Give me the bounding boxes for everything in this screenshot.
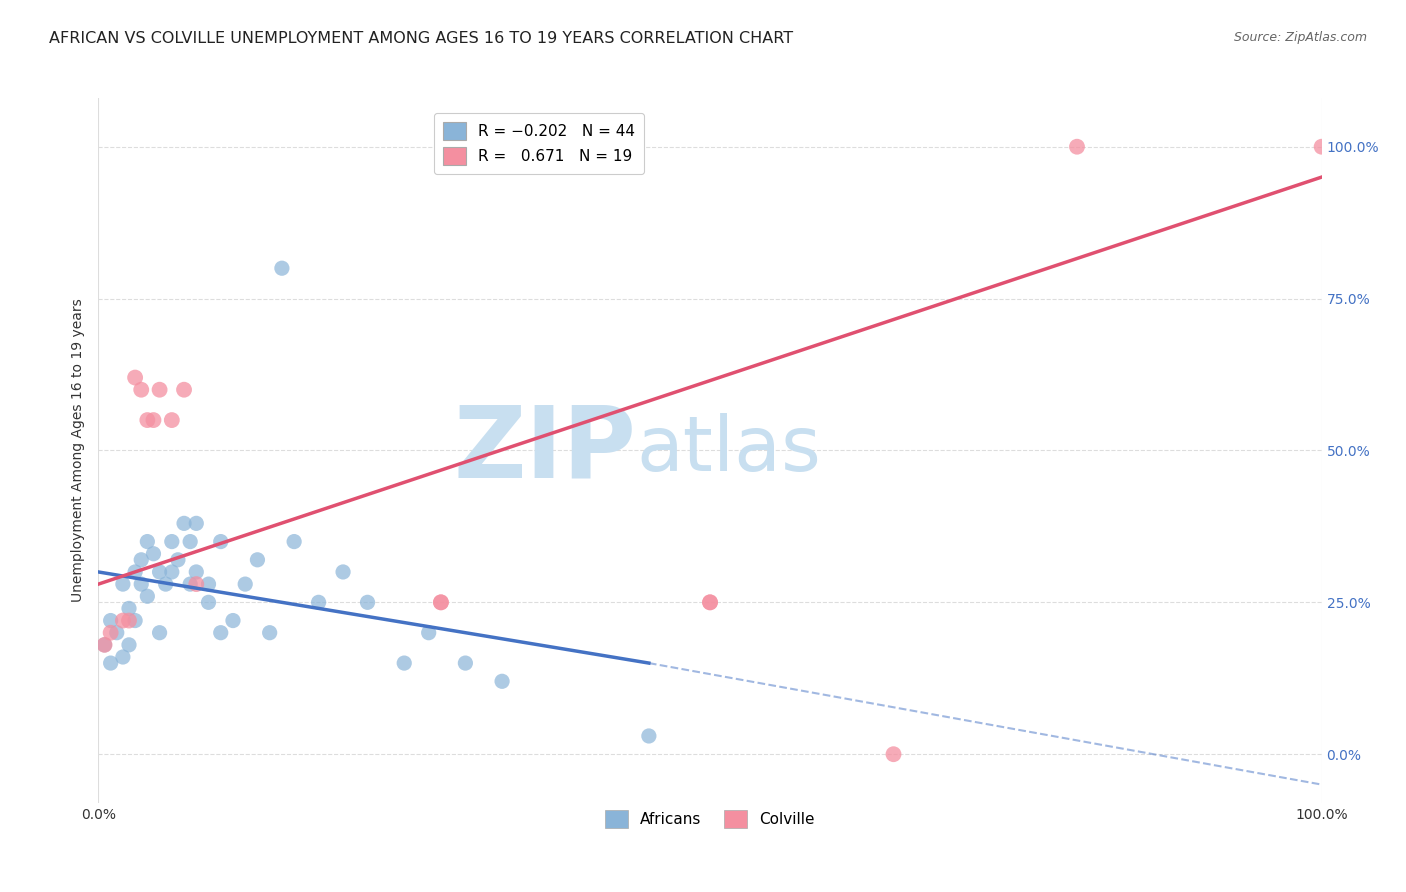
Text: ZIP: ZIP — [454, 402, 637, 499]
Point — [1066, 139, 1088, 153]
Point — [186, 577, 208, 591]
Point — [699, 595, 721, 609]
Point — [197, 577, 219, 591]
Point — [124, 370, 146, 384]
Point — [111, 577, 134, 591]
Point — [418, 625, 440, 640]
Point — [430, 595, 453, 609]
Point — [454, 656, 477, 670]
Point — [222, 614, 245, 628]
Point — [259, 625, 281, 640]
Point — [118, 638, 141, 652]
Point — [100, 625, 122, 640]
Point — [167, 553, 190, 567]
Point — [1310, 139, 1333, 153]
Point — [246, 553, 269, 567]
Point — [637, 729, 661, 743]
Point — [160, 534, 183, 549]
Point — [491, 674, 513, 689]
Text: Source: ZipAtlas.com: Source: ZipAtlas.com — [1233, 31, 1367, 45]
Point — [149, 383, 172, 397]
Point — [197, 595, 219, 609]
Point — [93, 638, 115, 652]
Point — [142, 547, 165, 561]
Point — [124, 614, 146, 628]
Point — [111, 614, 134, 628]
Point — [173, 383, 195, 397]
Point — [149, 565, 172, 579]
Point — [699, 595, 721, 609]
Point — [883, 747, 905, 762]
Point — [142, 413, 165, 427]
Point — [136, 534, 159, 549]
Text: atlas: atlas — [637, 414, 821, 487]
Point — [93, 638, 115, 652]
Point — [124, 565, 146, 579]
Point — [136, 589, 159, 603]
Point — [136, 413, 159, 427]
Point — [160, 413, 183, 427]
Point — [179, 534, 201, 549]
Point — [233, 577, 256, 591]
Point — [430, 595, 453, 609]
Point — [283, 534, 305, 549]
Point — [129, 383, 152, 397]
Point — [179, 577, 201, 591]
Point — [209, 534, 232, 549]
Point — [209, 625, 232, 640]
Point — [100, 656, 122, 670]
Point — [392, 656, 416, 670]
Point — [332, 565, 354, 579]
Point — [186, 516, 208, 531]
Point — [155, 577, 177, 591]
Point — [173, 516, 195, 531]
Point — [160, 565, 183, 579]
Point — [149, 625, 172, 640]
Point — [186, 565, 208, 579]
Point — [105, 625, 128, 640]
Point — [270, 261, 294, 276]
Point — [111, 650, 134, 665]
Point — [308, 595, 330, 609]
Y-axis label: Unemployment Among Ages 16 to 19 years: Unemployment Among Ages 16 to 19 years — [70, 299, 84, 602]
Point — [118, 601, 141, 615]
Point — [129, 577, 152, 591]
Point — [356, 595, 378, 609]
Point — [100, 614, 122, 628]
Point — [118, 614, 141, 628]
Text: AFRICAN VS COLVILLE UNEMPLOYMENT AMONG AGES 16 TO 19 YEARS CORRELATION CHART: AFRICAN VS COLVILLE UNEMPLOYMENT AMONG A… — [49, 31, 793, 46]
Legend: Africans, Colville: Africans, Colville — [599, 804, 821, 834]
Point — [129, 553, 152, 567]
